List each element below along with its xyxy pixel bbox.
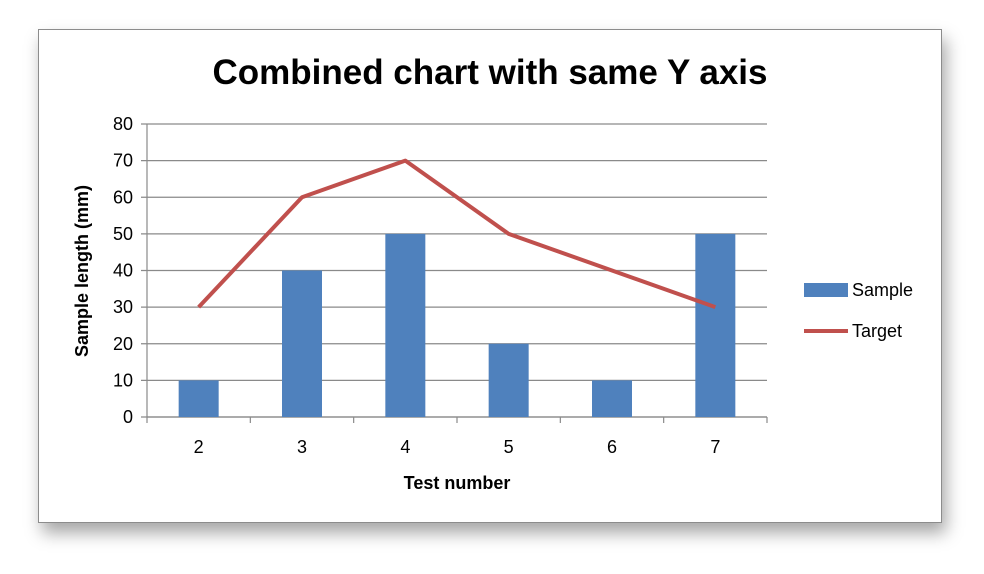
y-tick-label: 60 — [113, 187, 133, 207]
legend-label-sample: Sample — [852, 280, 913, 300]
y-tick-label: 70 — [113, 151, 133, 171]
y-tick-labels: 0 10 20 30 40 50 60 70 80 — [113, 114, 133, 427]
bar-sample-3 — [282, 270, 322, 417]
bar-series — [178, 233, 736, 417]
bar-sample-6 — [592, 380, 632, 417]
legend: Sample Target — [804, 280, 913, 341]
x-tick-label: 4 — [400, 437, 410, 457]
chart-title: Combined chart with same Y axis — [212, 53, 767, 92]
line-target — [197, 158, 717, 310]
chart-frame — [38, 29, 942, 523]
y-tick-label: 40 — [113, 261, 133, 281]
y-tick-label: 10 — [113, 370, 133, 390]
y-tick-label: 30 — [113, 297, 133, 317]
line-series — [197, 158, 717, 310]
x-tick-label: 5 — [504, 437, 514, 457]
y-tick-label: 80 — [113, 114, 133, 134]
y-axis-title: Sample length (mm) — [72, 185, 92, 357]
bar-sample-4 — [385, 233, 426, 417]
x-axis — [146, 124, 768, 423]
legend-label-target: Target — [852, 321, 902, 341]
bar-sample-5 — [488, 343, 529, 417]
bar-sample-2 — [178, 380, 219, 417]
x-axis-title: Test number — [404, 473, 511, 493]
y-tick-label: 0 — [123, 407, 133, 427]
y-tick-label: 50 — [113, 224, 133, 244]
legend-swatch-sample — [804, 283, 848, 297]
x-tick-label: 3 — [297, 437, 307, 457]
x-tick-label: 7 — [710, 437, 720, 457]
bar-sample-7 — [695, 233, 736, 417]
x-tick-label: 6 — [607, 437, 617, 457]
y-tick-label: 20 — [113, 334, 133, 354]
x-tick-labels: 2 3 4 5 6 7 — [194, 437, 721, 457]
x-tick-label: 2 — [194, 437, 204, 457]
